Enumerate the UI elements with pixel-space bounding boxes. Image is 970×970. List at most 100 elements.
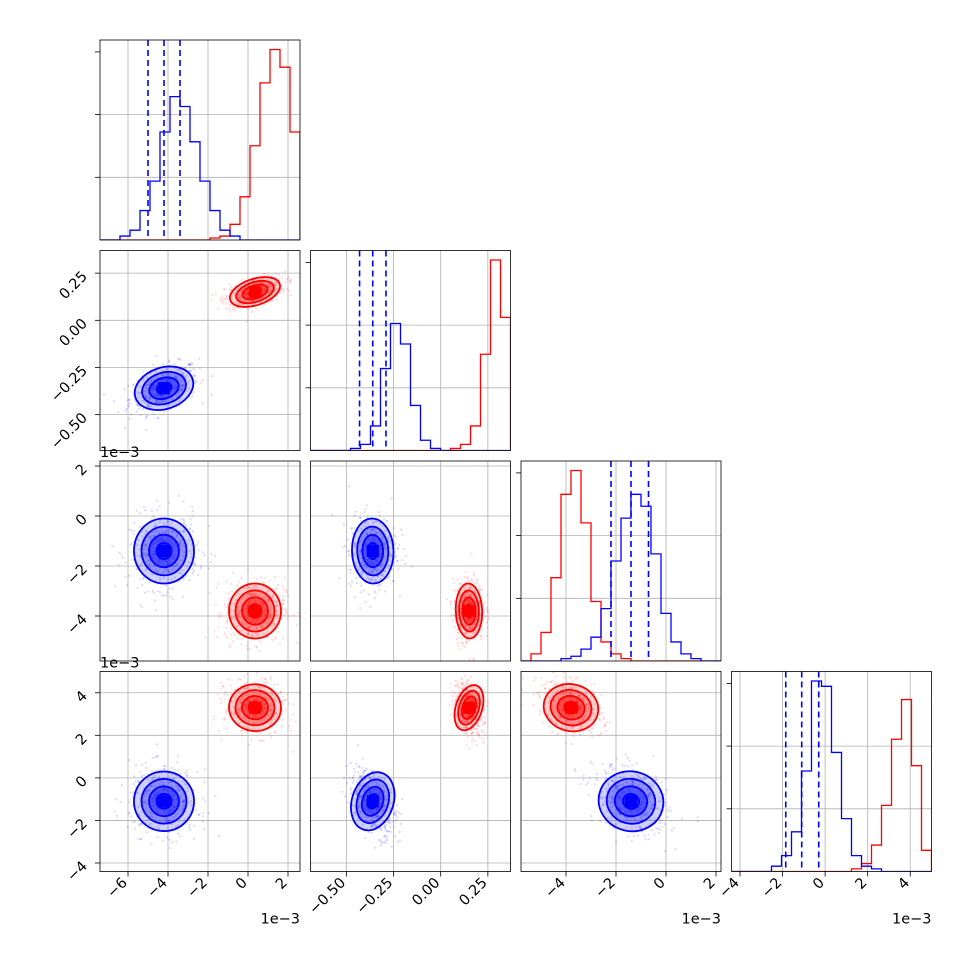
sample-point <box>182 808 185 811</box>
sample-point <box>148 564 151 567</box>
sample-point <box>615 785 618 788</box>
sample-point <box>457 636 460 639</box>
sample-point <box>264 599 267 602</box>
sample-point <box>161 812 164 815</box>
sample-point <box>361 815 364 818</box>
sample-point <box>486 610 489 614</box>
sample-point <box>467 619 471 622</box>
sample-point <box>275 587 278 590</box>
sample-point <box>220 739 223 742</box>
x-tick-label: 2 <box>273 875 291 893</box>
sample-point <box>250 620 253 623</box>
sample-point <box>486 705 489 708</box>
sample-point <box>139 564 142 567</box>
sample-point <box>175 394 178 397</box>
sample-point <box>465 642 468 645</box>
sample-point <box>176 533 179 536</box>
sample-point <box>396 559 399 563</box>
sample-point <box>373 590 376 593</box>
sample-point <box>466 577 469 580</box>
sample-point <box>470 737 474 740</box>
sample-point <box>138 804 141 808</box>
sample-point <box>261 626 264 629</box>
sample-point <box>171 555 175 558</box>
sample-point <box>368 540 371 543</box>
sample-point <box>150 813 154 816</box>
sample-point <box>466 720 469 724</box>
sample-point <box>385 834 388 837</box>
sample-point <box>188 363 191 366</box>
sample-point <box>371 538 374 542</box>
blue-histogram-line <box>521 493 721 661</box>
sample-point <box>173 576 177 579</box>
sample-point <box>161 594 164 597</box>
sample-point <box>251 635 255 638</box>
sample-point <box>182 371 185 374</box>
sample-point <box>370 782 374 786</box>
sample-point <box>464 726 467 729</box>
sample-point <box>238 707 241 710</box>
sample-point <box>251 727 255 730</box>
sample-point <box>235 599 238 602</box>
sample-point <box>374 823 377 826</box>
sample-point <box>164 764 167 768</box>
sample-point <box>262 604 265 607</box>
sample-point <box>652 782 655 786</box>
sample-point <box>246 692 249 695</box>
sample-point <box>267 284 270 287</box>
sample-point <box>587 793 591 797</box>
sample-point <box>616 784 619 788</box>
sample-point <box>371 521 374 525</box>
sample-point <box>268 612 271 615</box>
sample-point <box>471 699 474 702</box>
sample-point <box>275 712 278 715</box>
sample-point <box>468 713 471 716</box>
sample-point <box>248 603 251 606</box>
sample-point <box>152 385 156 389</box>
sample-point <box>453 626 456 629</box>
sample-point <box>271 299 274 303</box>
sample-point <box>476 582 479 585</box>
sample-point <box>287 702 290 705</box>
sample-point <box>610 818 613 821</box>
histogram-panel-1 <box>305 250 511 451</box>
sample-point <box>156 811 159 814</box>
sample-point <box>464 593 467 596</box>
sample-point <box>238 609 242 612</box>
sample-point <box>186 565 189 568</box>
sample-point <box>225 605 228 609</box>
sample-point <box>217 614 220 617</box>
sample-point <box>222 288 225 291</box>
panel-frame <box>99 39 301 241</box>
sample-point <box>250 713 253 716</box>
sample-point <box>295 624 298 627</box>
sample-point <box>160 561 163 564</box>
sample-point <box>388 807 392 811</box>
sample-point <box>457 683 460 686</box>
sample-point <box>218 612 222 615</box>
density-peak <box>462 701 475 714</box>
sample-point <box>145 386 148 389</box>
sample-point <box>604 769 607 772</box>
sample-point <box>481 723 484 726</box>
sample-point <box>381 539 384 542</box>
sample-point <box>221 302 224 305</box>
sample-point <box>176 761 179 764</box>
sample-point <box>137 806 140 809</box>
sample-point <box>283 699 286 703</box>
sample-point <box>371 536 374 539</box>
sample-point <box>259 731 262 734</box>
sample-point <box>378 795 381 798</box>
sample-point <box>179 380 182 383</box>
sample-point <box>371 562 374 565</box>
sample-point <box>155 807 158 810</box>
sample-point <box>152 387 156 390</box>
sample-point <box>234 633 237 637</box>
sample-point <box>217 626 220 629</box>
sample-point <box>374 568 377 571</box>
sample-point <box>381 776 384 779</box>
sample-point <box>359 539 362 542</box>
sample-point <box>375 781 378 784</box>
sample-point <box>281 277 284 280</box>
sample-point <box>224 727 227 730</box>
